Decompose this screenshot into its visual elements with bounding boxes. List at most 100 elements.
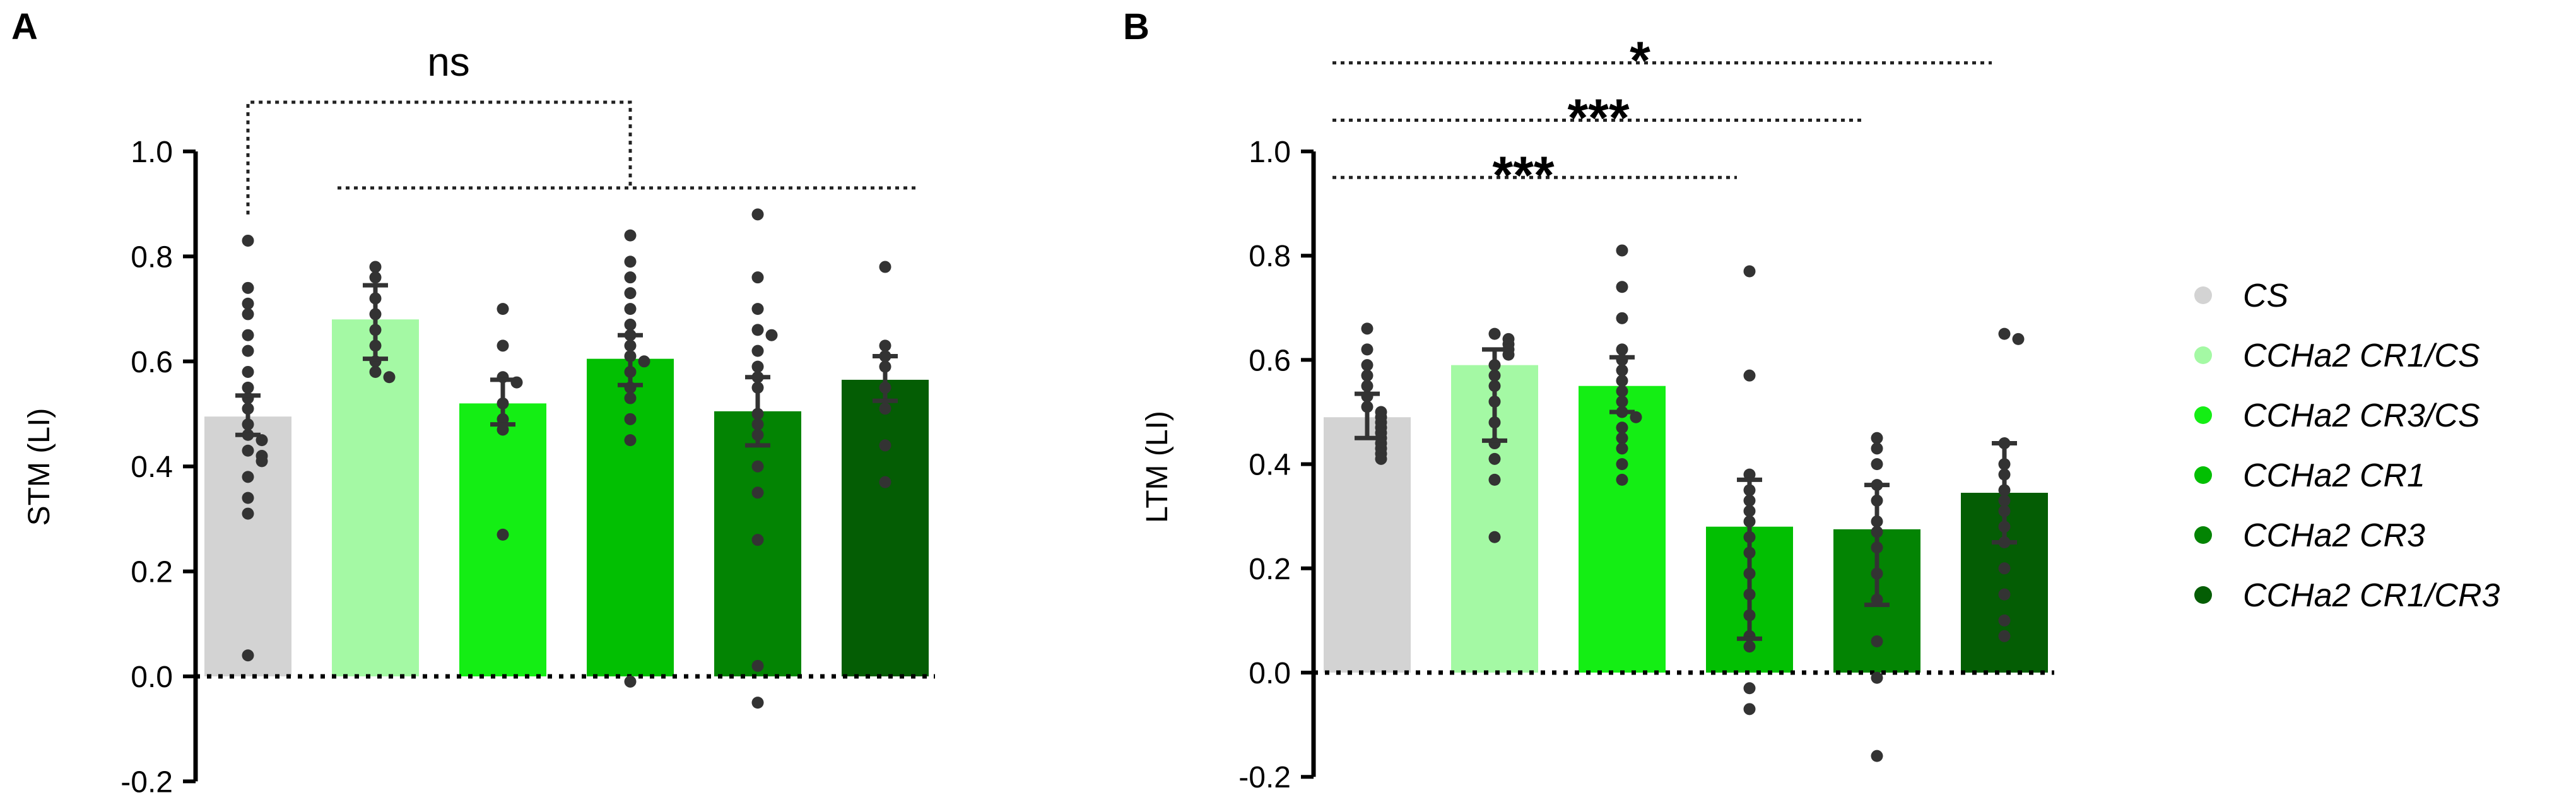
panel-a-y-tick-label: -0.2 [121,765,173,795]
panel-a-data-point [751,460,764,473]
panel-a-data-point [765,329,778,341]
legend-label: CCHa2 CR1/CR3 [2243,577,2500,614]
panel-a-data-point [624,675,637,688]
panel-b-bar [1324,417,1411,673]
panel-b-data-point [1361,359,1373,372]
panel-a-data-point [638,355,650,368]
panel-b-data-point [1743,682,1756,695]
panel-b-data-point [1616,442,1628,455]
panel-b-data-point [1871,458,1883,471]
panel-a-y-tick-label: 1.0 [131,136,173,169]
panel-b-data-point [1630,411,1642,423]
panel-b-data-point [1743,265,1756,278]
panel-a-data-point [256,434,268,447]
panel-a-data-point [497,528,509,541]
panel-a-data-point [369,365,382,378]
panel-a-data-point [242,507,254,520]
panel-b-data-point [1616,343,1628,356]
panel-a-data-point [624,434,637,447]
panel-a-bar [204,416,291,676]
panel-a-data-point [624,271,637,284]
panel-b-data-point [1743,703,1756,716]
panel-b-data-point [1616,281,1628,293]
panel-b-data-point [1871,432,1883,444]
panel-b-data-point [1616,244,1628,257]
panel-b-data-point [1361,343,1373,356]
panel-b-data-point [1488,531,1501,543]
panel-b-data-point [2012,333,2025,345]
panel-a-data-point [879,476,891,488]
panel-b-y-tick-label: 0.0 [1249,657,1291,690]
panel-a-label: A [11,6,38,47]
panel-a-data-point [242,649,254,662]
panel-a-data-point [751,303,764,315]
panel-a-data-point [242,444,254,457]
legend-label: CCHa2 CR1 [2243,457,2425,494]
legend-marker [2194,586,2212,604]
panel-b-data-point [1998,630,2011,642]
legend: CS CCHa2 CR1/CS CCHa2 CR3/CS CCHa2 CR1 CCHa2… [2194,278,2500,614]
panel-b-data-point [1743,640,1756,653]
panel-b-data-point [1871,671,1883,684]
panel-a-data-point [624,303,637,315]
panel-a-data-point [751,324,764,336]
panel-a-data-point [383,371,396,384]
panel-a-data-point [497,339,509,352]
panel-b-data-point [1361,322,1373,335]
panel-a-data-point [497,423,509,436]
panel-b-data-point [1616,432,1628,444]
panel-a-data-point [242,281,254,294]
legend-marker [2194,346,2212,364]
panel-a-data-point [751,697,764,709]
panel-b-y-axis-label: LTM (LI) [1141,411,1174,523]
panel-b-significance-label: *** [1567,88,1629,147]
panel-a-data-point [497,303,509,315]
panel-b-data-point [1871,750,1883,762]
panel-a-data-point [242,329,254,341]
panel-a-data-point [242,308,254,321]
panel-a-y-axis-label: STM (LI) [23,408,56,526]
panel-a-data-point [751,534,764,546]
panel-b-data-point [1616,312,1628,324]
panel-a-y-tick-label: 0.0 [131,661,173,694]
panel-b-data-point [1998,588,2011,601]
panel-a-data-point [242,344,254,357]
panel-b-data-point [1998,614,2011,627]
panel-b-data-point [1375,452,1387,465]
panel-b-data-point [1743,369,1756,382]
panel-b-y-tick-label: 0.8 [1249,240,1291,273]
panel-b-data-point [1871,635,1883,647]
panel-b-y-tick-label: 0.6 [1249,344,1291,377]
panel-a-data-point [879,439,891,452]
panel-b-data-point [1871,442,1883,455]
legend-marker [2194,466,2212,484]
panel-a-data-point [624,413,637,425]
panel-a-bar [332,319,419,676]
panel-a-data-point [879,339,891,352]
panel-b-y-tick-label: 1.0 [1249,136,1291,169]
panel-b-label: B [1123,6,1150,47]
panel-a-data-point [369,271,382,284]
panel-a-data-point [242,381,254,394]
panel-a-data-point [242,297,254,310]
legend-marker [2194,526,2212,544]
panel-a-comparison-bracket [246,100,632,215]
panel-a-data-point [751,486,764,499]
panel-a-y-tick-label: 0.4 [131,450,173,484]
panel-b-data-point [1488,452,1501,465]
panel-a-data-point [751,659,764,672]
panel-a-data-point [242,471,254,483]
panel-a-bar [587,358,674,676]
panel-b-data-point [1616,421,1628,434]
panel-b-data-point [1616,473,1628,486]
legend-label: CS [2243,278,2289,314]
panel-a-data-point [751,360,764,373]
panel-b-data-point [1998,327,2011,340]
legend-label: CCHa2 CR1/CS [2243,338,2480,374]
panel-b-data-point [1616,458,1628,471]
panel-a-data-point [624,256,637,268]
panel-b-y-tick-label: 0.2 [1249,553,1291,586]
panel-a-data-point [751,208,764,221]
panel-a-significance-label: ns [427,39,470,85]
